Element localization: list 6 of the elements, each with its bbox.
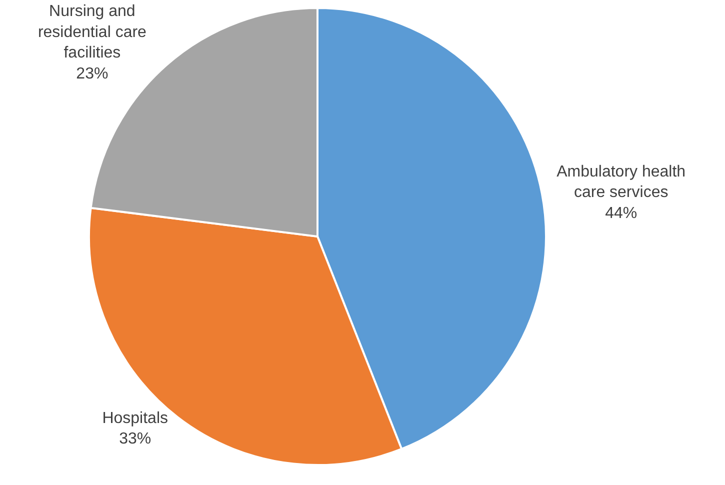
slice-label: Hospitals xyxy=(102,410,168,427)
slice-label: Nursing and residential care facilities xyxy=(38,3,147,62)
slice-label: Ambulatory health care services xyxy=(556,163,686,202)
data-label: 23% xyxy=(76,65,108,82)
data-label: 33% xyxy=(119,430,152,448)
data-label: 44% xyxy=(605,204,638,222)
